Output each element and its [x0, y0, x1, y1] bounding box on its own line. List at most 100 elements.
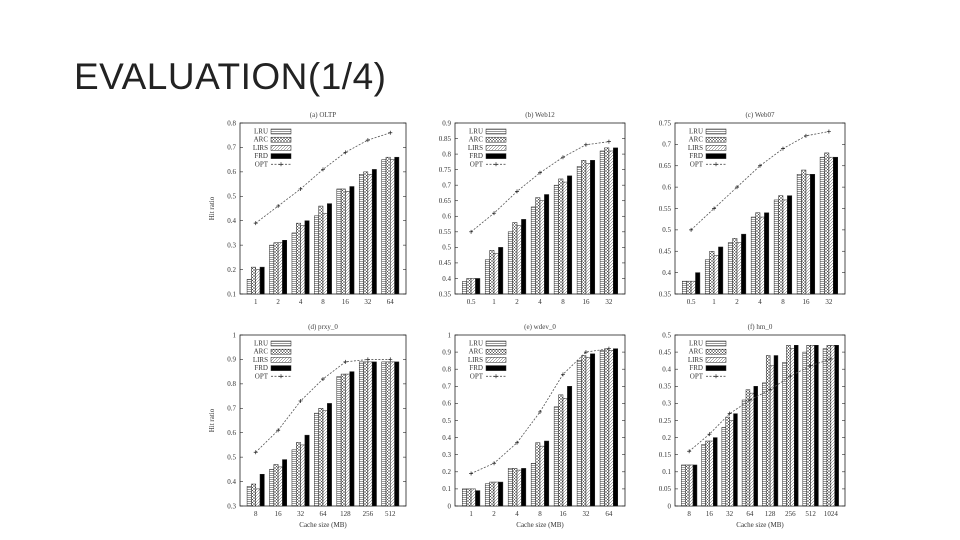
bar-lirs [322, 410, 328, 507]
opt-point [343, 359, 348, 364]
bar-frd [833, 156, 839, 295]
chart-panel-oltp: (a) OLTP 0.1 0.2 0.3 0.4 0.5 0.6 0.7 0.8 Hit rati… [200, 105, 412, 311]
y-axis-label: Hit ratio [208, 408, 216, 432]
y-tick-label: 0.5 [662, 331, 671, 339]
x-tick-label: 32 [582, 510, 590, 518]
bar-lru [461, 488, 467, 507]
bar-lru [507, 231, 513, 295]
chart-panel-web07: (c) Web07 0.35 0.4 0.45 0.5 0.55 0.6 0.65 0.7 0.7… [640, 105, 850, 311]
legend-label: LRU [689, 340, 703, 348]
opt-point [583, 350, 588, 355]
bar-lirs [608, 150, 614, 295]
x-tick-label: 8 [538, 510, 542, 518]
slide-title: EVALUATION(1/4) [74, 56, 387, 97]
bar-lru [269, 469, 275, 507]
legend-label: FRD [689, 364, 703, 372]
y-tick-label: 0.35 [659, 383, 672, 391]
legend-label: OPT [690, 160, 704, 168]
bar-arc [466, 488, 472, 507]
y-tick-label: 0.75 [659, 119, 672, 127]
bar-lirs [470, 488, 476, 507]
y-tick-label: 0.65 [659, 162, 672, 170]
legend-label: LIRS [468, 144, 483, 152]
opt-point [492, 211, 497, 216]
y-tick-label: 0.15 [659, 451, 672, 459]
y-tick-label: 0.5 [227, 193, 236, 201]
opt-point [538, 409, 542, 414]
legend-marker-opt [494, 162, 498, 167]
bar-arc [296, 222, 301, 295]
y-tick-label: 0.4 [442, 434, 451, 442]
y-tick-label: 0.4 [662, 269, 671, 277]
bar-arc [296, 442, 301, 507]
bar-lirs [749, 392, 755, 507]
x-tick-label: 0.5 [467, 298, 476, 306]
bar-arc [581, 355, 587, 507]
bar-frd [773, 355, 779, 507]
bar-arc [385, 156, 391, 295]
bar-frd [371, 361, 377, 507]
y-tick-label: 0.7 [442, 383, 451, 391]
y-tick-label: 0.25 [659, 417, 672, 425]
bar-lirs [585, 163, 591, 295]
bar-lru [530, 463, 536, 507]
bar-arc [318, 205, 324, 295]
y-tick-label: 0.6 [442, 400, 451, 408]
opt-point [469, 471, 474, 476]
bar-lirs [810, 345, 815, 507]
bar-lru [727, 242, 733, 295]
opt-point [687, 449, 692, 454]
bar-arc [801, 169, 807, 295]
y-tick-label: 0.3 [442, 451, 451, 459]
opt-point [707, 432, 712, 437]
bar-lirs [830, 345, 835, 507]
bar-frd [327, 203, 332, 295]
x-tick-label: 16 [559, 510, 567, 518]
bar-lru [484, 259, 490, 295]
bar-arc [251, 483, 256, 507]
x-tick-label: 64 [320, 510, 328, 518]
chart-title: (a) OLTP [310, 111, 336, 119]
bar-lru [681, 280, 687, 295]
y-tick-label: 0.8 [227, 119, 236, 127]
bar-lirs [585, 356, 591, 507]
bar-arc [786, 345, 791, 507]
chart-svg-web07: (c) Web07 0.35 0.4 0.45 0.5 0.55 0.6 0.65 0.7 0.7… [659, 111, 846, 306]
legend-swatch-lirs [485, 357, 507, 363]
legend-label: OPT [470, 372, 484, 380]
bar-lru [553, 184, 559, 295]
y-tick-label: 0.7 [662, 141, 671, 149]
opt-point [253, 221, 258, 226]
legend-swatch-frd [270, 365, 292, 371]
legend-label: LIRS [468, 356, 483, 364]
legend-swatch-arc [270, 136, 292, 143]
bar-lirs [390, 159, 395, 295]
x-tick-label: 32 [825, 298, 833, 306]
bar-arc [685, 464, 690, 507]
legend-label: FRD [469, 152, 483, 160]
y-tick-label: 1 [448, 331, 452, 339]
legend-swatch-lru [270, 128, 292, 135]
bar-frd [394, 156, 400, 295]
bar-lirs [255, 488, 261, 507]
bar-lru [246, 486, 252, 507]
opt-point [780, 146, 785, 151]
x-tick-label: 2 [515, 298, 519, 306]
bar-lirs [690, 280, 696, 295]
bar-lru [599, 150, 605, 295]
opt-point [469, 229, 474, 234]
chart-panel-hm0: (f) hm_0 0 0.05 0.1 0.15 0.2 0.25 0.3 0.35 0.4 0.4… [640, 315, 850, 537]
bar-lirs [322, 213, 328, 295]
opt-point [808, 363, 813, 368]
bar-arc [705, 440, 710, 507]
bar-lirs [493, 481, 499, 507]
legend-swatch-arc [485, 136, 507, 143]
bar-frd [475, 490, 481, 507]
bar-lru [762, 382, 767, 507]
x-tick-label: 1024 [824, 510, 839, 518]
bar-frd [613, 147, 619, 295]
bar-lirs [367, 361, 373, 507]
bar-lru [553, 406, 559, 507]
legend-swatch-frd [705, 365, 727, 371]
bar-frd [371, 169, 377, 295]
